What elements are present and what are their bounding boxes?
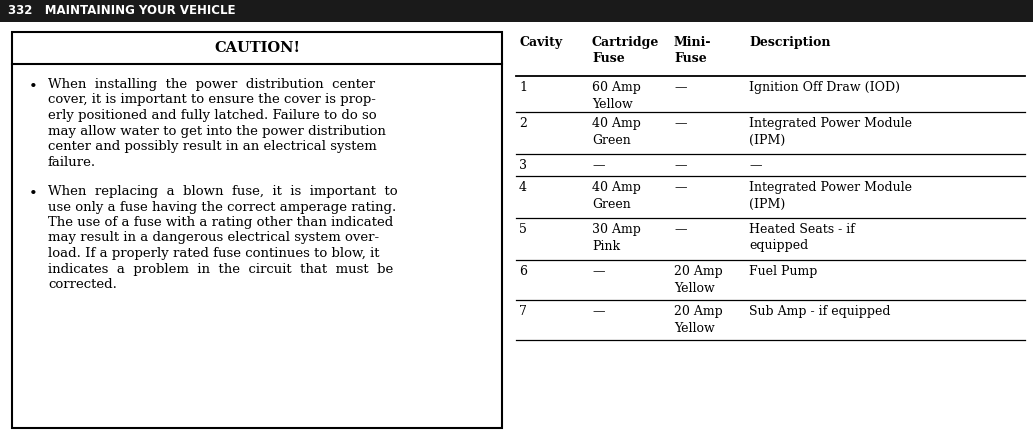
Text: When  installing  the  power  distribution  center: When installing the power distribution c… — [48, 78, 375, 91]
Text: When  replacing  a  blown  fuse,  it  is  important  to: When replacing a blown fuse, it is impor… — [48, 185, 398, 198]
Text: 5: 5 — [519, 223, 527, 236]
Text: load. If a properly rated fuse continues to blow, it: load. If a properly rated fuse continues… — [48, 247, 379, 260]
Text: The use of a fuse with a rating other than indicated: The use of a fuse with a rating other th… — [48, 216, 394, 229]
Text: 40 Amp
Green: 40 Amp Green — [592, 181, 640, 211]
Text: Description: Description — [749, 36, 831, 49]
Text: —: — — [674, 159, 687, 172]
Text: CAUTION!: CAUTION! — [214, 41, 300, 55]
Text: Sub Amp - if equipped: Sub Amp - if equipped — [749, 305, 890, 318]
Text: erly positioned and fully latched. Failure to do so: erly positioned and fully latched. Failu… — [48, 109, 377, 122]
Text: —: — — [674, 223, 687, 236]
Text: Integrated Power Module
(IPM): Integrated Power Module (IPM) — [749, 117, 912, 146]
Text: Cartridge
Fuse: Cartridge Fuse — [592, 36, 659, 65]
Text: —: — — [592, 305, 604, 318]
Text: •: • — [29, 187, 38, 201]
Text: Mini-
Fuse: Mini- Fuse — [674, 36, 712, 65]
Text: Fuel Pump: Fuel Pump — [749, 265, 817, 278]
Text: 3: 3 — [519, 159, 527, 172]
Text: —: — — [674, 181, 687, 194]
Text: 60 Amp
Yellow: 60 Amp Yellow — [592, 81, 640, 111]
Text: use only a fuse having the correct amperage rating.: use only a fuse having the correct amper… — [48, 201, 397, 214]
Text: Cavity: Cavity — [519, 36, 562, 49]
Text: Ignition Off Draw (IOD): Ignition Off Draw (IOD) — [749, 81, 900, 94]
Text: indicates  a  problem  in  the  circuit  that  must  be: indicates a problem in the circuit that … — [48, 263, 394, 275]
Text: 332   MAINTAINING YOUR VEHICLE: 332 MAINTAINING YOUR VEHICLE — [8, 4, 236, 17]
Text: •: • — [29, 80, 38, 94]
Text: may result in a dangerous electrical system over-: may result in a dangerous electrical sys… — [48, 232, 379, 244]
Text: —: — — [592, 159, 604, 172]
Text: 2: 2 — [519, 117, 527, 130]
Text: cover, it is important to ensure the cover is prop-: cover, it is important to ensure the cov… — [48, 94, 376, 107]
Text: —: — — [592, 265, 604, 278]
Text: Heated Seats - if
equipped: Heated Seats - if equipped — [749, 223, 855, 253]
Text: 7: 7 — [519, 305, 527, 318]
Text: 20 Amp
Yellow: 20 Amp Yellow — [674, 265, 723, 295]
Text: may allow water to get into the power distribution: may allow water to get into the power di… — [48, 125, 386, 138]
Text: center and possibly result in an electrical system: center and possibly result in an electri… — [48, 140, 377, 153]
Text: 20 Amp
Yellow: 20 Amp Yellow — [674, 305, 723, 334]
Bar — [12, 32, 502, 428]
Text: 40 Amp
Green: 40 Amp Green — [592, 117, 640, 146]
Text: failure.: failure. — [48, 156, 96, 169]
Text: —: — — [674, 81, 687, 94]
Bar — [0, 0, 1033, 22]
Text: Integrated Power Module
(IPM): Integrated Power Module (IPM) — [749, 181, 912, 211]
Text: 6: 6 — [519, 265, 527, 278]
Text: corrected.: corrected. — [48, 278, 117, 291]
Text: 1: 1 — [519, 81, 527, 94]
Text: —: — — [674, 117, 687, 130]
Text: 30 Amp
Pink: 30 Amp Pink — [592, 223, 640, 253]
Text: 4: 4 — [519, 181, 527, 194]
Text: —: — — [749, 159, 761, 172]
